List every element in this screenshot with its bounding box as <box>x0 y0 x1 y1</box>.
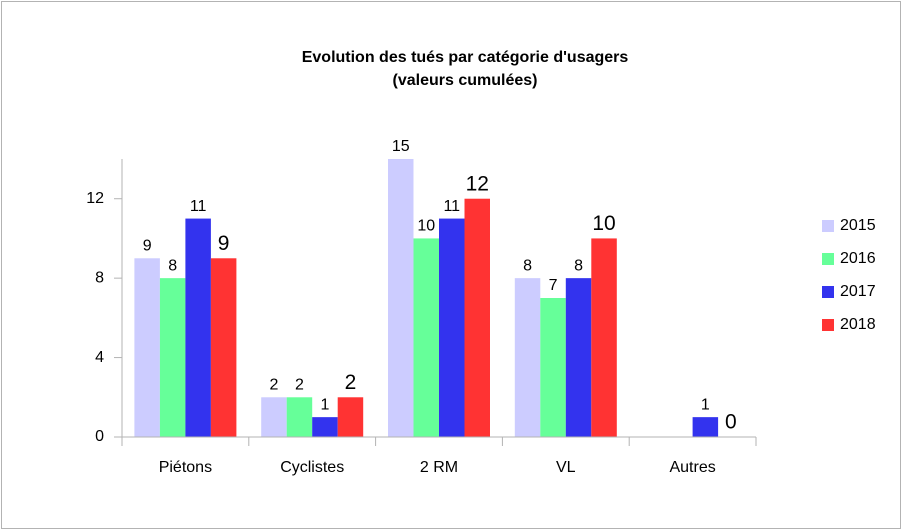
y-tick-label: 0 <box>95 428 104 445</box>
data-label: 10 <box>592 212 615 235</box>
data-label: 2 <box>345 371 357 394</box>
legend-swatch <box>822 286 834 298</box>
x-tick-label: VL <box>556 459 576 476</box>
bar <box>514 278 541 437</box>
legend-swatch <box>822 253 834 265</box>
data-label: 11 <box>443 198 460 215</box>
bar <box>159 278 186 437</box>
plot-area <box>134 159 719 437</box>
bar <box>464 198 490 437</box>
bar <box>286 397 313 437</box>
bar <box>210 258 237 437</box>
y-tick-label: 12 <box>86 190 104 207</box>
legend-label: 2018 <box>840 316 876 333</box>
bar <box>312 417 338 437</box>
x-tick-label: Cyclistes <box>280 459 344 476</box>
legend-label: 2015 <box>840 217 876 234</box>
chart-title: Evolution des tués par catégorie d'usage… <box>302 49 629 66</box>
legend-label: 2016 <box>840 250 876 267</box>
data-label: 10 <box>417 218 435 235</box>
data-label: 9 <box>143 238 152 255</box>
y-tick-label: 8 <box>95 269 104 286</box>
data-label: 0 <box>725 411 737 434</box>
bar <box>591 238 617 437</box>
legend-label: 2017 <box>840 283 876 300</box>
data-label: 7 <box>549 277 558 294</box>
data-label: 12 <box>466 172 489 195</box>
legend-swatch <box>822 319 834 331</box>
bar <box>413 238 439 437</box>
bar <box>134 258 160 437</box>
bar <box>337 397 364 437</box>
bar <box>388 159 414 437</box>
data-label: 9 <box>218 232 230 255</box>
data-label: 2 <box>295 377 304 394</box>
data-label: 1 <box>701 396 710 413</box>
data-label: 11 <box>190 198 207 215</box>
bar <box>692 417 719 437</box>
x-tick-label: Piétons <box>159 459 212 476</box>
bar <box>565 278 592 437</box>
bar <box>185 218 211 437</box>
data-label: 15 <box>392 138 410 155</box>
bar <box>261 397 287 437</box>
legend-swatch <box>822 220 834 232</box>
bar <box>540 298 566 437</box>
x-tick-label: Autres <box>669 459 715 476</box>
data-label: 8 <box>168 257 177 274</box>
chart-subtitle: (valeurs cumulées) <box>393 72 538 89</box>
bar <box>439 218 465 437</box>
data-label: 2 <box>269 377 278 394</box>
data-label: 8 <box>523 257 532 274</box>
y-tick-label: 4 <box>95 349 104 366</box>
data-label: 8 <box>574 257 583 274</box>
data-label: 1 <box>320 396 329 413</box>
x-tick-label: 2 RM <box>420 459 458 476</box>
